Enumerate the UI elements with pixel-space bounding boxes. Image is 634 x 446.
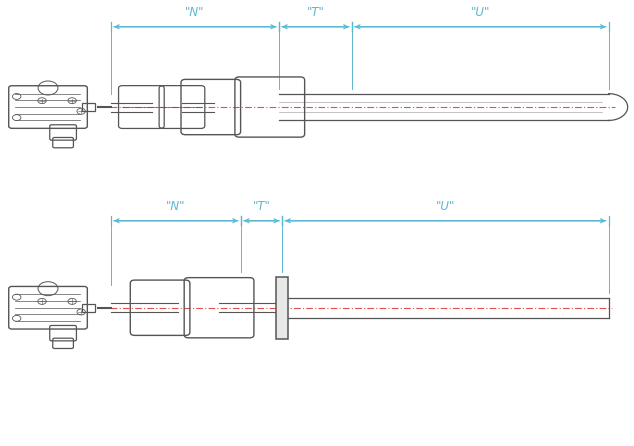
- Text: "T": "T": [252, 200, 271, 213]
- Text: "U": "U": [470, 6, 490, 19]
- Text: "T": "T": [306, 6, 325, 19]
- Text: "N": "N": [185, 6, 205, 19]
- Text: "U": "U": [436, 200, 455, 213]
- Text: "N": "N": [166, 200, 186, 213]
- FancyBboxPatch shape: [276, 277, 288, 339]
